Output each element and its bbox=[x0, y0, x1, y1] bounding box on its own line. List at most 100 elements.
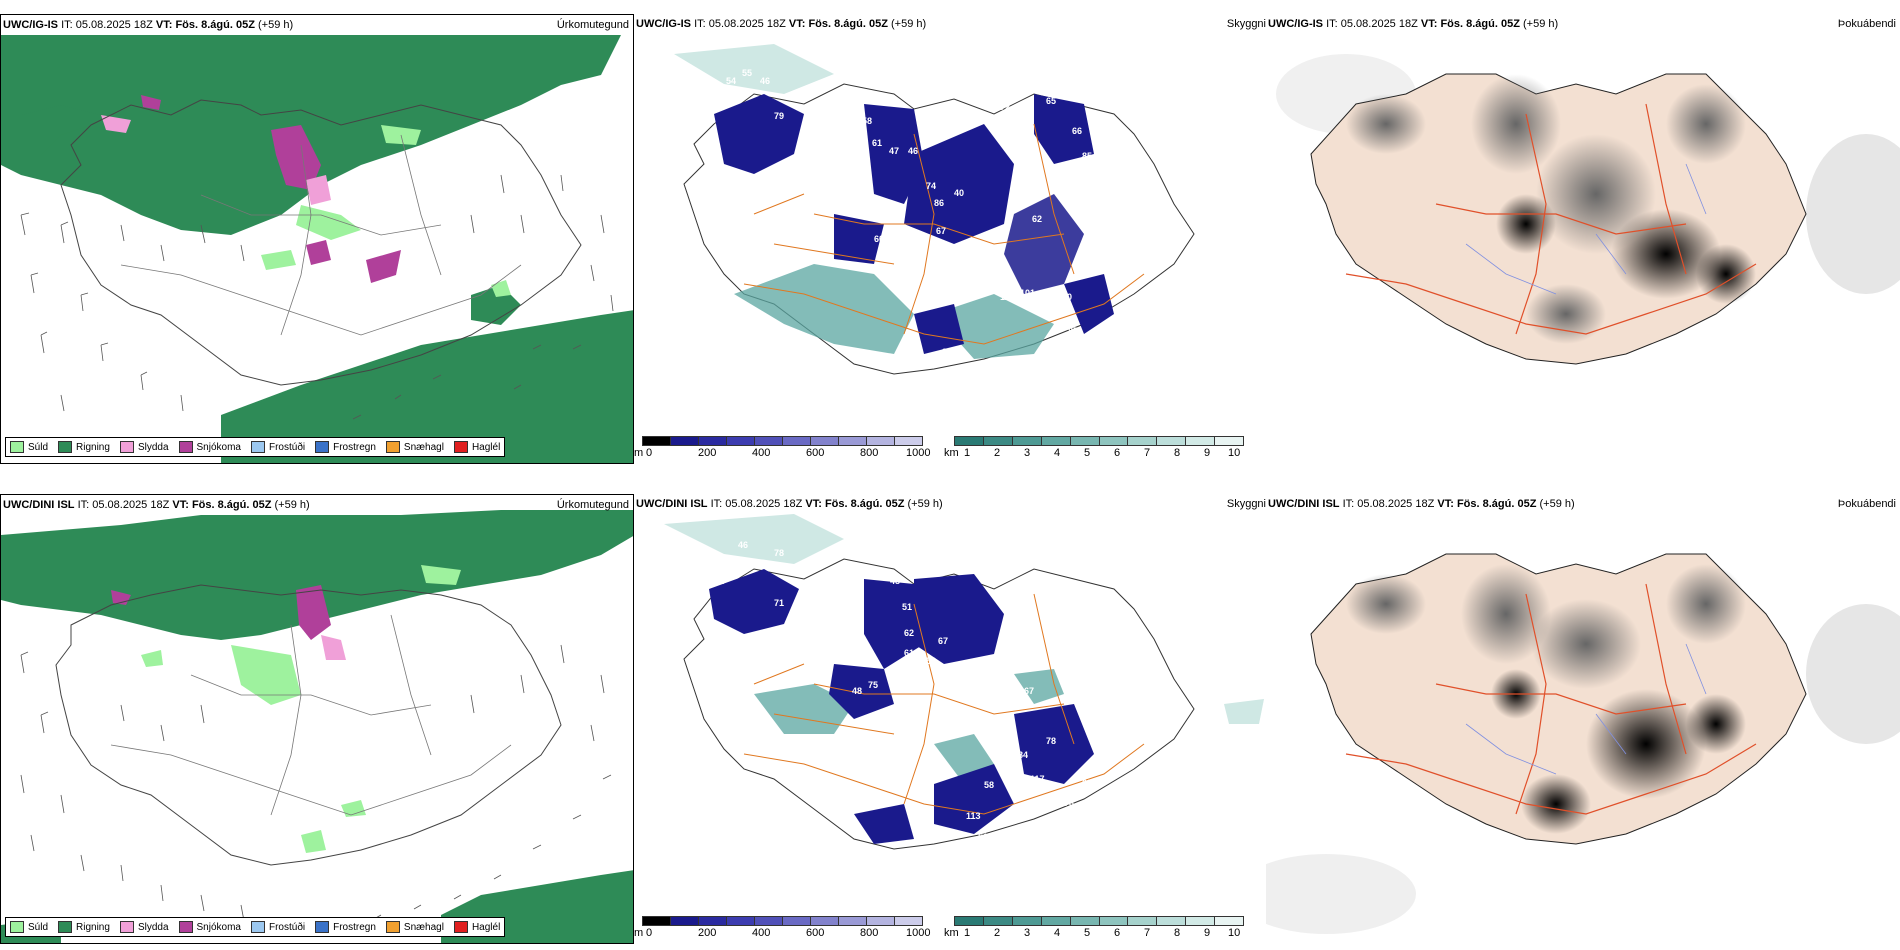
tick-label: 2 bbox=[994, 927, 1001, 939]
low-cloud-nw bbox=[709, 569, 799, 634]
cloud-base-label: 50 bbox=[904, 546, 914, 556]
legend-item: Frostúði bbox=[250, 921, 305, 933]
tick-label: 3 bbox=[1024, 927, 1031, 939]
precip-map-top bbox=[1, 15, 633, 463]
cbar-cell bbox=[670, 436, 698, 446]
cloud-title-top: Skyggni bbox=[1226, 18, 1266, 30]
rain-area-west bbox=[1, 105, 121, 155]
it-value: 05.08.2025 18Z bbox=[725, 498, 803, 510]
vis-patches bbox=[734, 264, 1054, 359]
height-unit: m bbox=[634, 447, 644, 459]
legend-swatch bbox=[315, 921, 330, 933]
legend-swatch bbox=[10, 921, 24, 933]
legend-item: Súld bbox=[10, 921, 48, 933]
legend-item: Frostúði bbox=[250, 441, 306, 453]
cbar-cell bbox=[754, 436, 782, 446]
vis-ticks: km 1 2 3 4 5 6 7 8 9 10 bbox=[944, 926, 1244, 940]
low-cloud-ne bbox=[1034, 94, 1094, 164]
cbar-cell bbox=[954, 436, 983, 446]
roads bbox=[120, 134, 522, 336]
height-colorbar-top: m 0 200 400 600 800 1000 bbox=[634, 436, 940, 460]
cloud-base-label: 53 bbox=[926, 656, 936, 666]
it-value: 05.08.2025 18Z bbox=[92, 499, 170, 511]
it-label: IT: bbox=[77, 499, 90, 511]
legend-item: Snæhagl bbox=[385, 921, 444, 933]
legend-swatch bbox=[119, 921, 134, 933]
cbar-cell bbox=[810, 916, 838, 926]
low-cloud-w bbox=[829, 664, 894, 719]
legend-swatch bbox=[58, 441, 73, 453]
vis-ticks: km 1 2 3 4 5 6 7 8 9 10 bbox=[944, 446, 1244, 460]
lead-time: (+59 h) bbox=[1522, 18, 1559, 30]
model-name: UWC/DINI ISL bbox=[636, 498, 708, 510]
drizzle-1 bbox=[231, 645, 301, 705]
cloud-base-label: 84 bbox=[1018, 750, 1028, 760]
cloud-base-label: 67 bbox=[936, 226, 946, 236]
cloud-base-label: 40 bbox=[954, 188, 964, 198]
cloud-base-label: 51 bbox=[902, 602, 912, 612]
vt-value: Fös. 8.ágú. 05Z bbox=[1440, 18, 1520, 30]
legend-item: Haglél bbox=[453, 921, 500, 933]
tick-label: 200 bbox=[698, 447, 717, 459]
tick-label: 600 bbox=[806, 447, 825, 459]
rivers bbox=[1465, 643, 1707, 775]
cloud-base-label: 85 bbox=[1068, 326, 1078, 336]
vt-label: VT: bbox=[805, 498, 822, 510]
cloud-base-label: 63 bbox=[718, 556, 728, 566]
tick-label: 400 bbox=[752, 927, 771, 939]
tick-label: 4 bbox=[1054, 927, 1061, 939]
low-cloud-w bbox=[834, 214, 884, 264]
low-cloud-nw bbox=[714, 94, 804, 174]
precip-title-bottom: Úrkomutegund bbox=[556, 499, 629, 511]
cloud-base-label: 117 bbox=[1030, 774, 1045, 784]
precip-legend-top: Súld Rigning Slydda Snjókoma Frostúði Fr… bbox=[5, 437, 506, 457]
cloud-labels-top: 66 54 55 46 79 58 61 47 46 67 32 72 65 66 85 74 40 86 62 67… bbox=[712, 68, 1092, 394]
model-name: UWC/IG-IS bbox=[1268, 18, 1323, 30]
height-ticks: m 0 200 400 600 800 1000 bbox=[634, 926, 940, 940]
cloud-base-label: 46 bbox=[738, 540, 748, 550]
legend-label: Súld bbox=[28, 441, 49, 453]
drizzle-3 bbox=[341, 800, 366, 817]
tick-label: 800 bbox=[860, 927, 879, 939]
cloud-header-top: UWC/IG-IS IT: 05.08.2025 18Z VT: Fös. 8.… bbox=[636, 18, 926, 30]
cbar-cell bbox=[1098, 916, 1128, 926]
height-unit: m bbox=[634, 927, 644, 939]
precip-panel-top: UWC/IG-IS IT: 05.08.2025 18Z VT: Fös. 8.… bbox=[0, 14, 634, 464]
it-label: IT: bbox=[1342, 498, 1355, 510]
cloud-base-label: 41 bbox=[856, 384, 866, 394]
cloud-base-label: 111 bbox=[1000, 292, 1014, 302]
cbar-cell bbox=[894, 916, 923, 926]
tick-label: 0 bbox=[646, 927, 653, 939]
legend-label: Frostúði bbox=[268, 441, 306, 453]
low-cloud-c bbox=[904, 124, 1014, 244]
vis-unit: km bbox=[944, 927, 959, 939]
drizzle-1 bbox=[296, 205, 361, 240]
low-cloud-e bbox=[1004, 194, 1084, 294]
cloud-base-label: 86 bbox=[934, 198, 944, 208]
cloud-panel-bottom: 63 46 78 61 71 50 48 51 62 61 53 67 75 48 59 96 67 84 117 7… bbox=[634, 494, 1266, 944]
snow-1 bbox=[271, 125, 321, 190]
height-colorbar-cells bbox=[642, 916, 940, 926]
height-colorbar-cells bbox=[642, 436, 940, 446]
cloud-base-label: 66 bbox=[712, 92, 722, 102]
cloud-base-label: 60 bbox=[874, 234, 884, 244]
cbar-cell bbox=[838, 436, 866, 446]
it-label: IT: bbox=[710, 498, 723, 510]
vis-patches bbox=[754, 669, 1064, 784]
legend-swatch bbox=[178, 441, 193, 453]
tick-label: 0 bbox=[646, 447, 653, 459]
cloud-base-label: 70 bbox=[926, 269, 936, 279]
cbar-cell bbox=[954, 916, 983, 926]
cloud-base-label: 46 bbox=[760, 76, 770, 86]
low-cloud-n bbox=[864, 579, 924, 669]
snow-4 bbox=[141, 95, 161, 110]
cloud-base-label: 61 bbox=[714, 576, 724, 586]
cloud-title-bottom: Skyggni bbox=[1226, 498, 1266, 510]
vis-colorbar-bottom: km 1 2 3 4 5 6 7 8 9 10 bbox=[944, 916, 1245, 940]
cbar-cell bbox=[726, 916, 754, 926]
height-ticks: m 0 200 400 600 800 1000 bbox=[634, 446, 940, 460]
legend-item: Rigning bbox=[58, 441, 110, 453]
legend-swatch bbox=[453, 441, 468, 453]
it-value: 05.08.2025 18Z bbox=[1357, 498, 1435, 510]
legend-label: Snæhagl bbox=[403, 921, 444, 933]
